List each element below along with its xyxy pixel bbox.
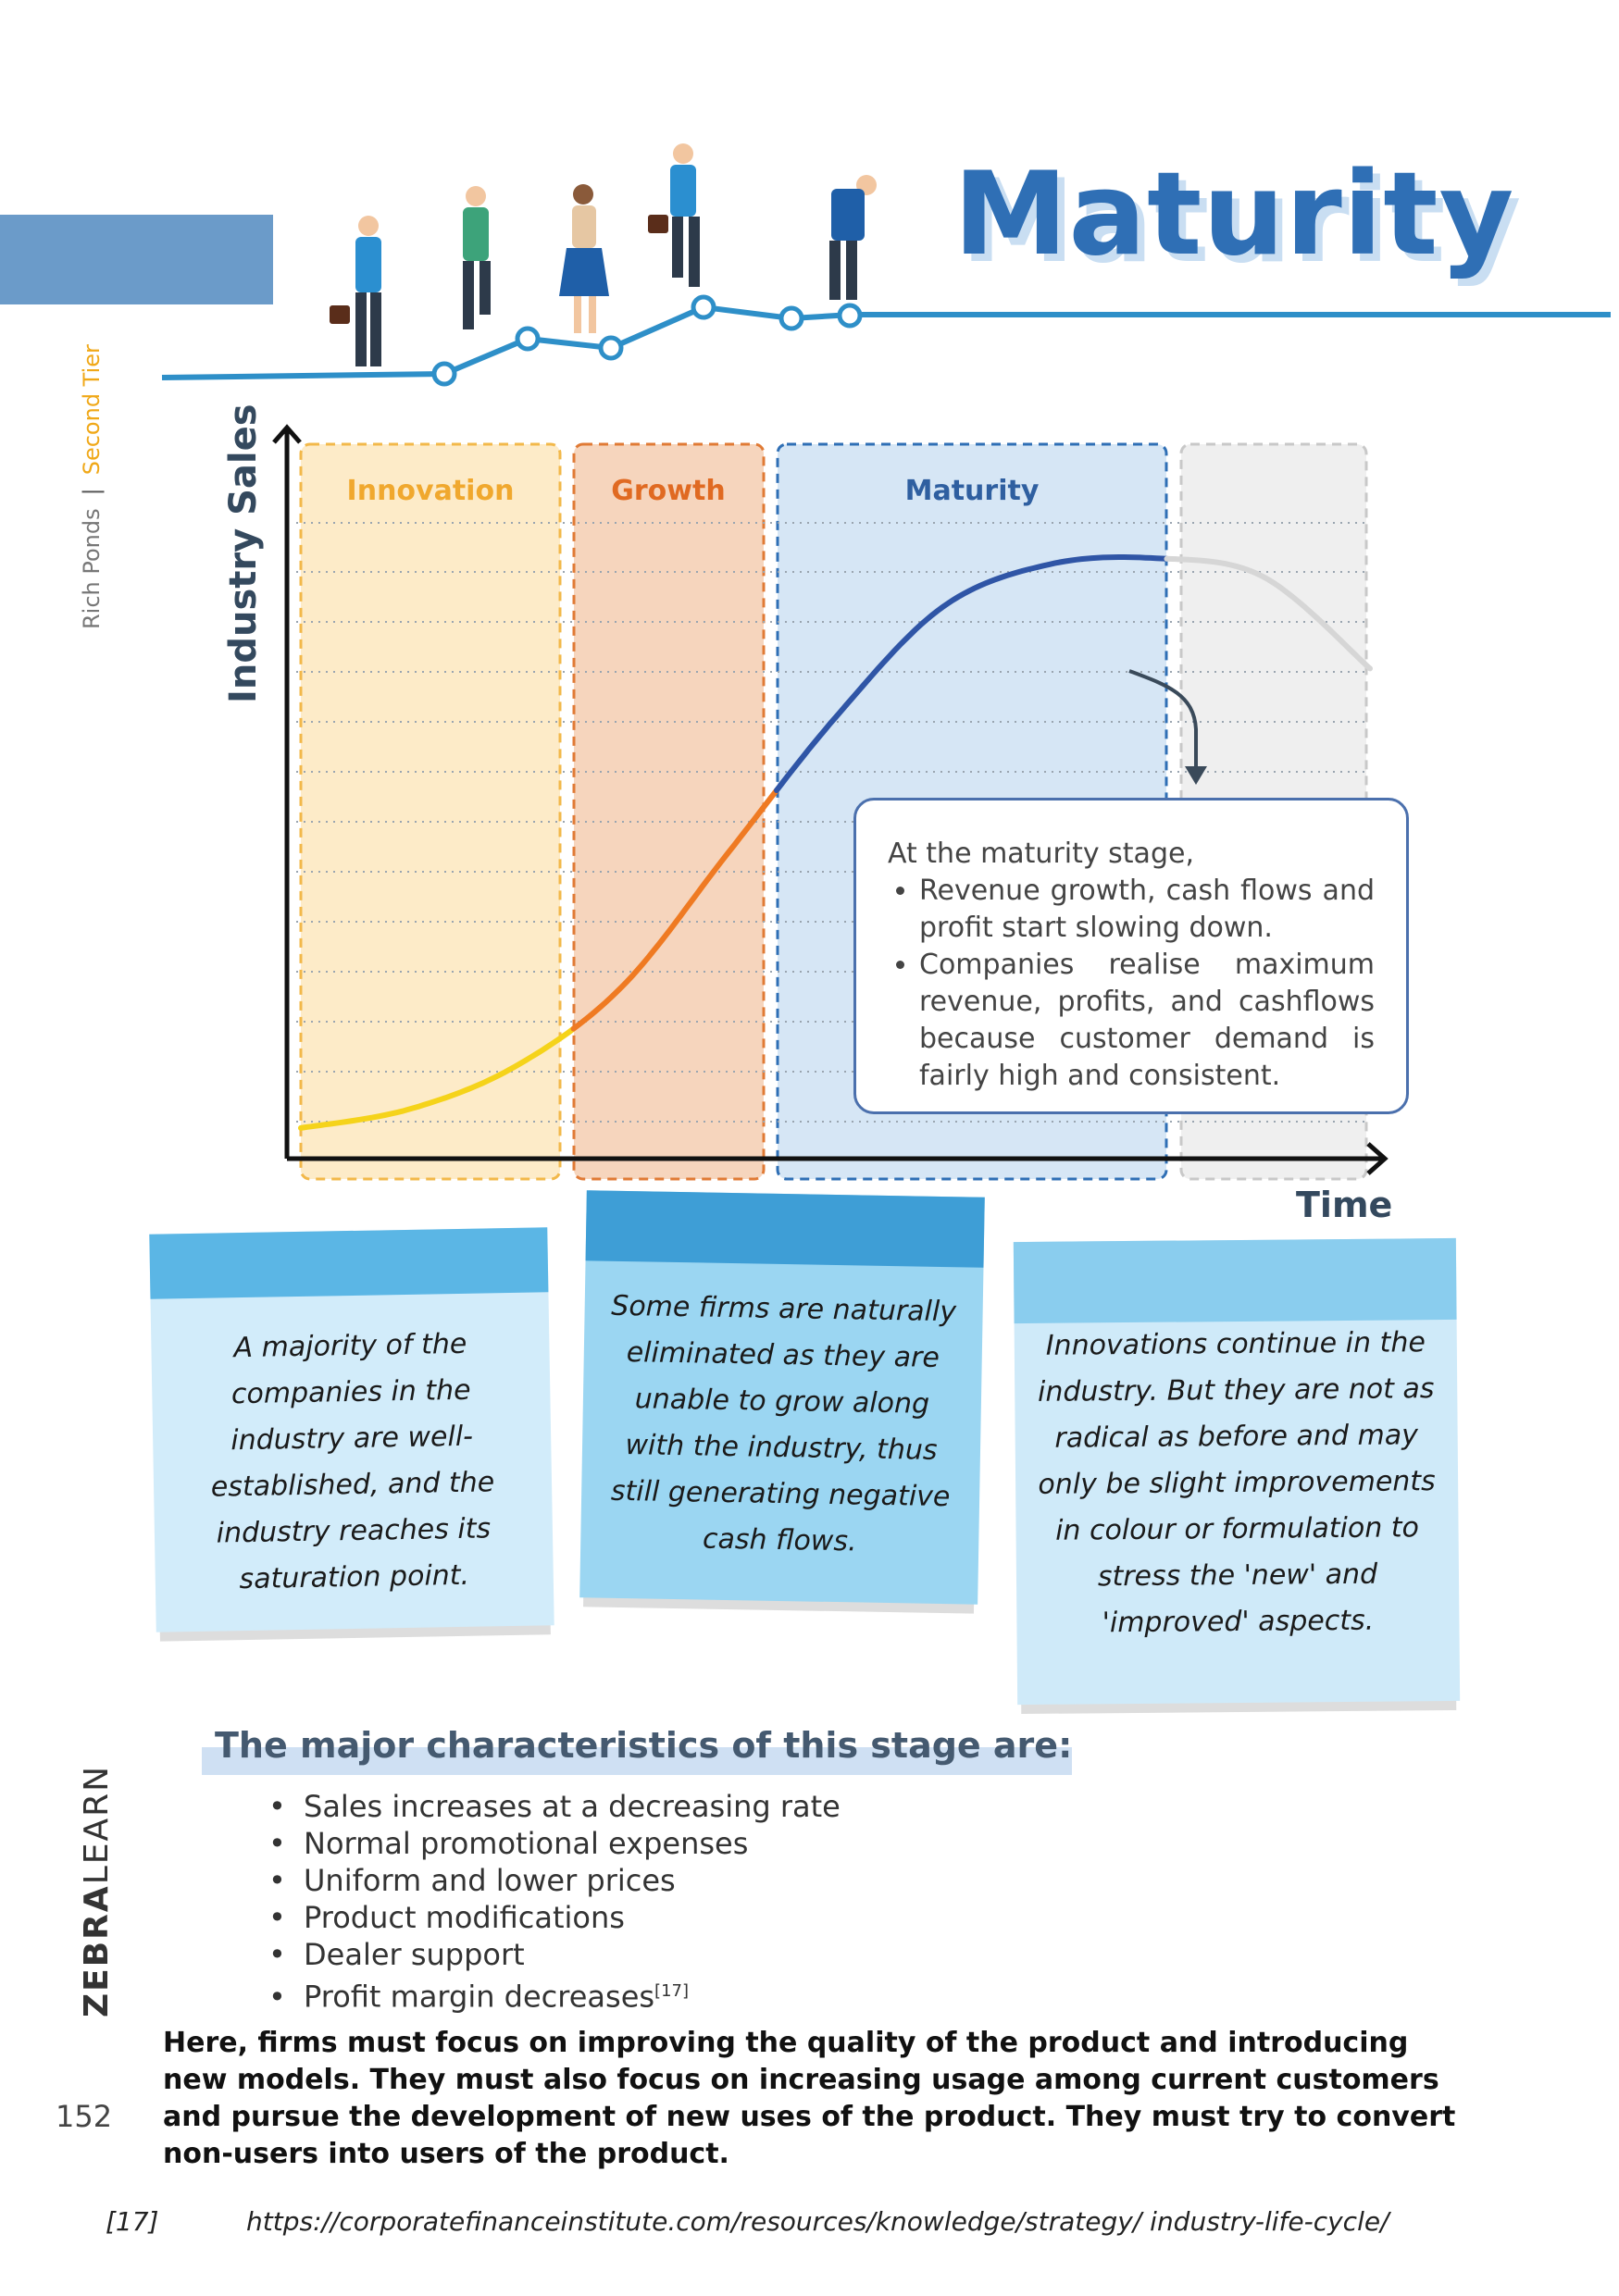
- callout-intro: At the maturity stage,: [888, 838, 1194, 870]
- brand-light: LEARN: [78, 1764, 116, 1885]
- person-figure: [330, 216, 381, 366]
- person-figure: [829, 175, 877, 300]
- person-figure: [648, 143, 700, 287]
- sticky-note-band: [149, 1227, 549, 1299]
- list-item: Profit margin decreases[17]: [268, 1973, 841, 2016]
- sticky-note: Some firms are naturally eliminated as t…: [579, 1190, 985, 1605]
- stage-panel-innovation: [299, 442, 562, 1181]
- sticky-note: Innovations continue in the industry. Bu…: [1013, 1237, 1461, 1706]
- page-number: 152: [56, 2099, 113, 2134]
- stage-label-innovation: Innovation: [347, 475, 515, 507]
- progress-node: [598, 335, 624, 361]
- curve-growth-segment: [570, 788, 779, 1032]
- heading-highlight: [202, 1747, 1072, 1775]
- body-paragraph: Here, firms must focus on improving the …: [163, 2027, 1456, 2170]
- progress-node: [837, 303, 863, 329]
- book-name: Rich Ponds: [79, 508, 105, 629]
- footnote-ref: [17]: [654, 1981, 689, 2001]
- header-color-block: [0, 215, 273, 304]
- brand-bold: ZEBRA: [78, 1884, 116, 2017]
- stage-panel-growth: [572, 442, 766, 1181]
- footnote-number: [17]: [106, 2206, 159, 2237]
- decline-arrow: [1128, 669, 1198, 774]
- maturity-callout: At the maturity stage, Revenue growth, c…: [853, 798, 1409, 1114]
- y-axis-arrow-icon: [272, 424, 302, 444]
- characteristics-list: Sales increases at a decreasing rate Nor…: [268, 1788, 841, 2016]
- callout-bullet: Revenue growth, cash flows and profit st…: [919, 873, 1375, 947]
- list-item: Product modifications: [268, 1899, 841, 1936]
- sticky-note-text: Some firms are naturally eliminated as t…: [610, 1289, 957, 1558]
- progress-node: [778, 305, 804, 331]
- curve-maturity-segment: [774, 554, 1170, 793]
- progress-node: [691, 294, 716, 320]
- callout-bullet: Companies realise maximum revenue, profi…: [919, 947, 1375, 1095]
- characteristics-heading: The major characteristics of this stage …: [215, 1725, 1073, 1766]
- sticky-note: A majority of the companies in the indus…: [149, 1227, 554, 1632]
- progress-node: [515, 326, 541, 352]
- tier-name: Second Tier: [79, 344, 105, 476]
- curve-decline-segment: [1164, 555, 1373, 672]
- brand-logo: ZEBRALEARN: [78, 1765, 116, 2017]
- sticky-note-band: [585, 1190, 985, 1268]
- sticky-note-band: [1013, 1237, 1457, 1324]
- separator: |: [79, 488, 105, 496]
- arrow-head-icon: [1185, 766, 1207, 785]
- list-item: Dealer support: [268, 1936, 841, 1973]
- progress-node: [431, 361, 457, 387]
- list-item: Sales increases at a decreasing rate: [268, 1788, 841, 1825]
- curve-innovation-segment: [298, 1025, 577, 1131]
- x-axis-label: Time: [1296, 1185, 1393, 1225]
- list-item: Uniform and lower prices: [268, 1862, 841, 1899]
- x-axis-arrow-icon: [1366, 1142, 1389, 1175]
- list-item: Normal promotional expenses: [268, 1825, 841, 1862]
- person-figure: [559, 184, 609, 333]
- y-axis-label: Industry Sales: [222, 403, 265, 703]
- page-title: Maturity: [953, 148, 1515, 281]
- running-header: Rich Ponds | Second Tier: [79, 344, 105, 629]
- person-figure: [463, 186, 491, 329]
- stage-label-maturity: Maturity: [905, 475, 1040, 507]
- sticky-note-text: Innovations continue in the industry. Bu…: [1037, 1326, 1436, 1640]
- climbing-people-illustration: [161, 143, 1611, 387]
- gridlines: [296, 522, 1370, 1123]
- stage-label-growth: Growth: [611, 475, 725, 507]
- footnote-url: https://corporatefinanceinstitute.com/re…: [246, 2206, 1389, 2237]
- sticky-note-text: A majority of the companies in the indus…: [210, 1327, 495, 1596]
